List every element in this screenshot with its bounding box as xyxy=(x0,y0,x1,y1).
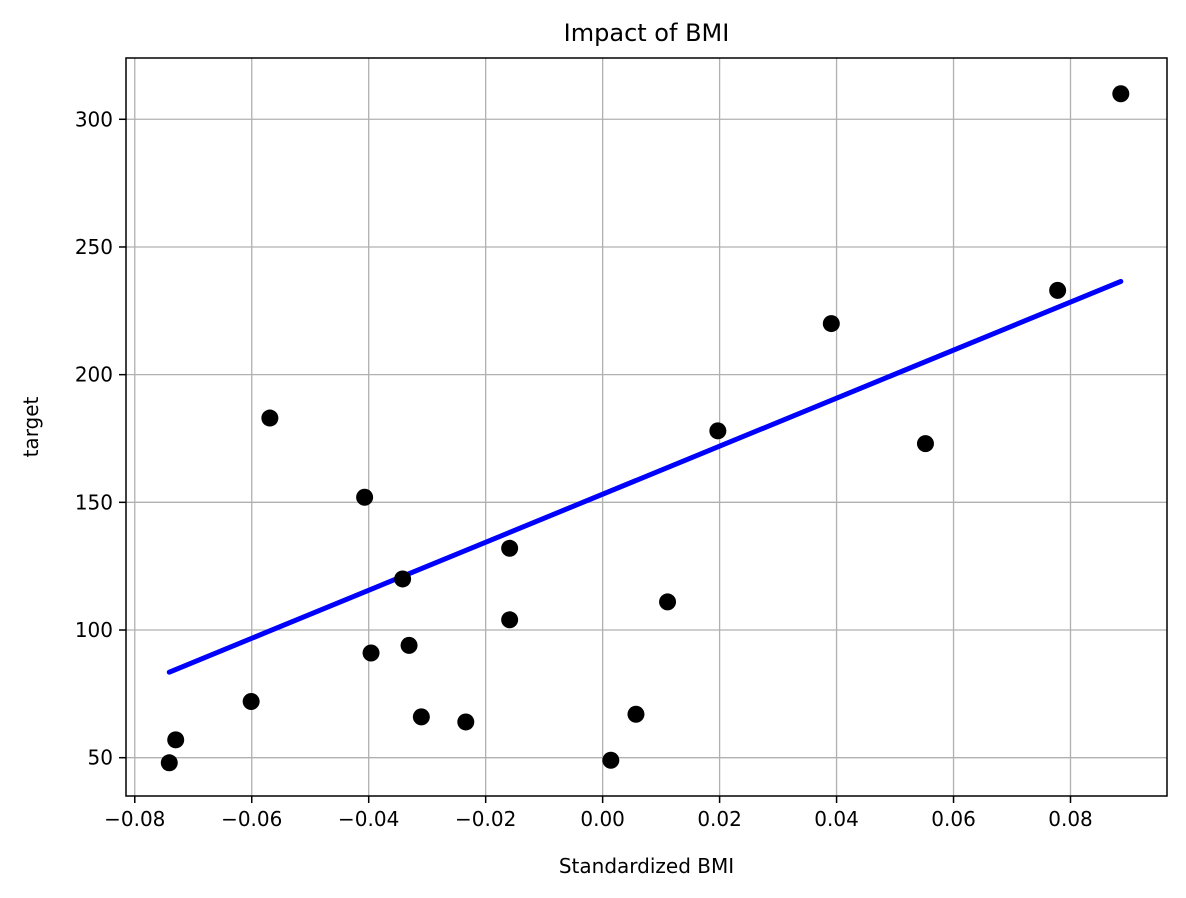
data-point xyxy=(261,409,279,427)
data-point xyxy=(242,693,260,711)
y-tick-label: 100 xyxy=(75,618,113,642)
y-tick-label: 200 xyxy=(75,363,113,387)
plot-data xyxy=(160,85,1130,772)
x-tick-label: −0.04 xyxy=(338,807,399,831)
data-point xyxy=(1112,85,1130,103)
x-tick-label: 0.00 xyxy=(580,807,625,831)
y-axis-label: target xyxy=(19,396,43,457)
x-tick-label: 0.06 xyxy=(931,807,976,831)
data-point xyxy=(457,713,475,731)
data-point xyxy=(501,611,519,629)
data-point xyxy=(659,593,677,611)
x-axis-label: Standardized BMI xyxy=(559,854,734,878)
data-point xyxy=(822,315,840,333)
data-point xyxy=(362,644,380,662)
axis-ticks: −0.08 −0.06 −0.04 −0.02 0.00 0.02 0.04 0.06 0.08… xyxy=(75,107,1093,831)
regression-line xyxy=(166,278,1124,675)
data-point xyxy=(1049,281,1067,299)
data-point xyxy=(356,488,374,506)
data-point xyxy=(709,422,727,440)
y-tick-label: 250 xyxy=(75,235,113,259)
data-point xyxy=(602,751,620,769)
data-point xyxy=(501,539,519,557)
data-point xyxy=(167,731,185,749)
y-tick-label: 150 xyxy=(75,490,113,514)
x-tick-label: −0.06 xyxy=(221,807,282,831)
data-point xyxy=(400,636,418,654)
plot-frame xyxy=(125,57,1168,797)
x-tick-label: 0.08 xyxy=(1048,807,1093,831)
data-point xyxy=(394,570,412,588)
x-tick-label: −0.08 xyxy=(104,807,165,831)
x-tick-label: 0.04 xyxy=(814,807,859,831)
y-tick-label: 50 xyxy=(88,746,113,770)
x-tick-label: 0.02 xyxy=(697,807,742,831)
data-point xyxy=(916,435,934,453)
chart-title: Impact of BMI xyxy=(564,19,730,47)
x-tick-label: −0.02 xyxy=(455,807,516,831)
data-point xyxy=(412,708,430,726)
y-tick-label: 300 xyxy=(75,107,113,131)
data-point xyxy=(627,705,645,723)
data-point xyxy=(160,754,178,772)
